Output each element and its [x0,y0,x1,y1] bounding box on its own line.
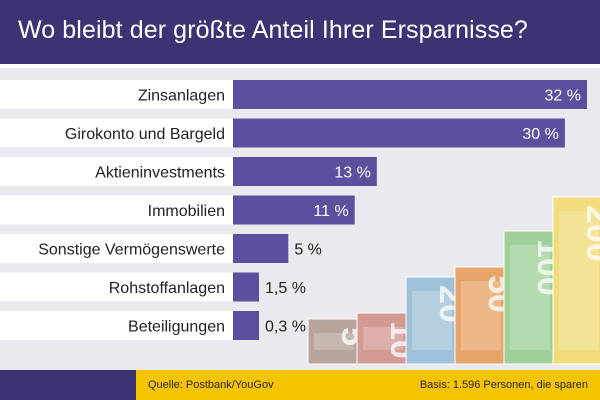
bar [233,118,565,148]
bar [233,195,355,225]
banknote-200: 200 [552,196,600,365]
bar-row: Zinsanlagen 32 % [0,80,587,109]
category-label: Immobilien [148,203,225,220]
bar [233,311,259,340]
bar-row: Immobilien 11 % [0,195,355,225]
category-label: Beteiligungen [128,319,225,336]
banknote-100: 100 [503,230,568,365]
category-band [0,234,233,263]
source-text: Quelle: Postbank/YouGov [148,379,274,391]
category-label: Aktieninvestments [95,165,225,182]
category-band [0,118,233,148]
value-label: 1,5 % [265,280,306,297]
category-band [0,311,233,340]
banknote-value-label: 200 [579,205,600,262]
bar-row: Aktieninvestments 13 % [0,157,377,186]
value-label: 13 % [334,165,370,182]
value-label: 30 % [522,126,558,143]
banknote-20: 20 [405,276,470,365]
header-divider [0,64,600,68]
bars: Zinsanlagen 32 % Girokonto und Bargeld 30 %… [0,80,587,340]
category-label: Girokonto und Bargeld [65,126,225,143]
bar-row: Rohstoffanlagen 1,5 % [0,272,306,302]
chart-area: 5102050100200500Zinsanlagen32 %Girokonto… [0,68,600,370]
category-band [0,195,233,225]
bar-row: Beteiligungen 0,3 % [0,311,306,340]
category-label: Sonstige Vermögenswerte [38,242,225,259]
category-band [0,272,233,302]
bar [233,157,377,186]
category-label: Zinsanlagen [138,88,225,105]
basis-text: Basis: 1.596 Personen, die sparen [419,379,588,391]
value-label: 0,3 % [265,319,306,336]
category-band [0,157,233,186]
value-label: 11 % [313,203,348,220]
bar [233,80,587,109]
footer: Quelle: Postbank/YouGov Basis: 1.596 Per… [0,370,600,400]
category-label: Rohstoffanlagen [109,280,225,297]
header: Wo bleibt der größte Anteil Ihrer Erspar… [0,0,600,64]
bar-row: Girokonto und Bargeld 30 % [0,118,565,148]
banknotes-illustration: 5102050100200500 [307,196,600,365]
value-label: 32 % [545,88,581,105]
chart-title: Wo bleibt der größte Anteil Ihrer Erspar… [18,16,528,44]
bar [233,272,259,302]
footer-left-block [0,370,136,400]
bar [233,234,289,263]
banknote-5: 5 [307,318,372,365]
bar-row: Sonstige Vermögenswerte 5 % [0,234,322,263]
bar-chart: 5102050100200500Zinsanlagen32 %Girokonto… [0,80,600,365]
banknote-50: 50 [454,266,519,365]
footer-right-block [136,370,600,400]
category-band [0,80,233,109]
value-label: 5 % [294,242,322,259]
